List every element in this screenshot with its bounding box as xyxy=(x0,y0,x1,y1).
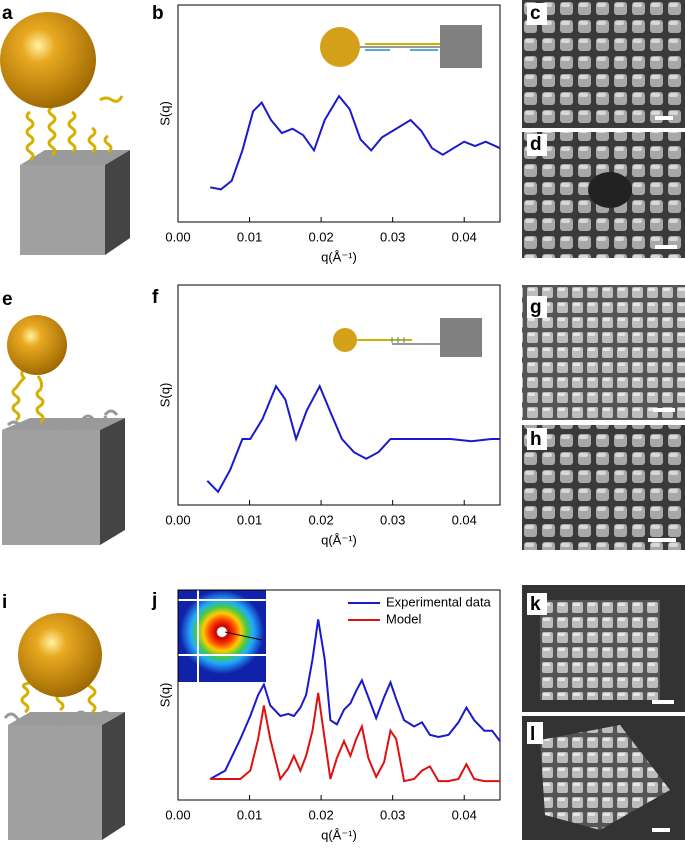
panel-label: k xyxy=(530,594,541,615)
panel-label: b xyxy=(152,3,164,24)
y-axis-label: S(q) xyxy=(157,101,172,126)
x-axis-label: q(Å⁻¹) xyxy=(321,532,357,547)
x-tick-label: 0.01 xyxy=(237,807,262,822)
inset-j xyxy=(178,590,266,682)
data-line xyxy=(210,94,501,191)
x-tick-label: 0.02 xyxy=(308,512,333,527)
x-tick-label: 0.02 xyxy=(308,229,333,244)
panel-label: c xyxy=(530,3,541,24)
illustration-a xyxy=(0,12,130,255)
panel-label: l xyxy=(530,724,535,745)
panel-label: f xyxy=(152,287,159,308)
y-axis-label: S(q) xyxy=(157,383,172,408)
panel-labels: a b c d e f g h i j k l xyxy=(2,3,542,745)
data-line xyxy=(210,692,500,783)
plot-frame xyxy=(177,284,501,506)
panel-label: i xyxy=(2,592,7,613)
x-axis-label: q(Å⁻¹) xyxy=(321,249,357,264)
illustration-e xyxy=(2,315,125,545)
panel-label: j xyxy=(151,590,157,611)
y-axis-label: S(q) xyxy=(157,683,172,708)
x-tick-label: 0.04 xyxy=(452,807,477,822)
panel-label: e xyxy=(2,289,13,310)
x-axis-label: q(Å⁻¹) xyxy=(321,827,357,842)
panel-label: h xyxy=(530,429,542,450)
legend-label: Model xyxy=(386,611,422,626)
x-tick-label: 0.00 xyxy=(165,807,190,822)
plot-frame xyxy=(177,589,501,801)
inset-b xyxy=(320,25,482,68)
x-tick-label: 0.02 xyxy=(308,807,333,822)
x-tick-label: 0.00 xyxy=(165,229,190,244)
x-tick-label: 0.03 xyxy=(380,512,405,527)
inset-f xyxy=(333,318,482,357)
panel-label: g xyxy=(530,297,542,318)
x-tick-label: 0.03 xyxy=(380,807,405,822)
legend-label: Experimental data xyxy=(386,594,492,609)
x-tick-label: 0.01 xyxy=(237,229,262,244)
plot-frame xyxy=(177,4,501,223)
data-line xyxy=(209,619,501,780)
x-tick-label: 0.04 xyxy=(452,229,477,244)
x-tick-label: 0.03 xyxy=(380,229,405,244)
x-tick-label: 0.04 xyxy=(452,512,477,527)
panel-label: d xyxy=(530,134,542,155)
illustration-i xyxy=(3,613,125,840)
x-tick-label: 0.01 xyxy=(237,512,262,527)
panel-label: a xyxy=(2,3,13,24)
sem-images xyxy=(522,0,685,840)
data-line xyxy=(206,383,500,494)
x-tick-label: 0.00 xyxy=(165,512,190,527)
